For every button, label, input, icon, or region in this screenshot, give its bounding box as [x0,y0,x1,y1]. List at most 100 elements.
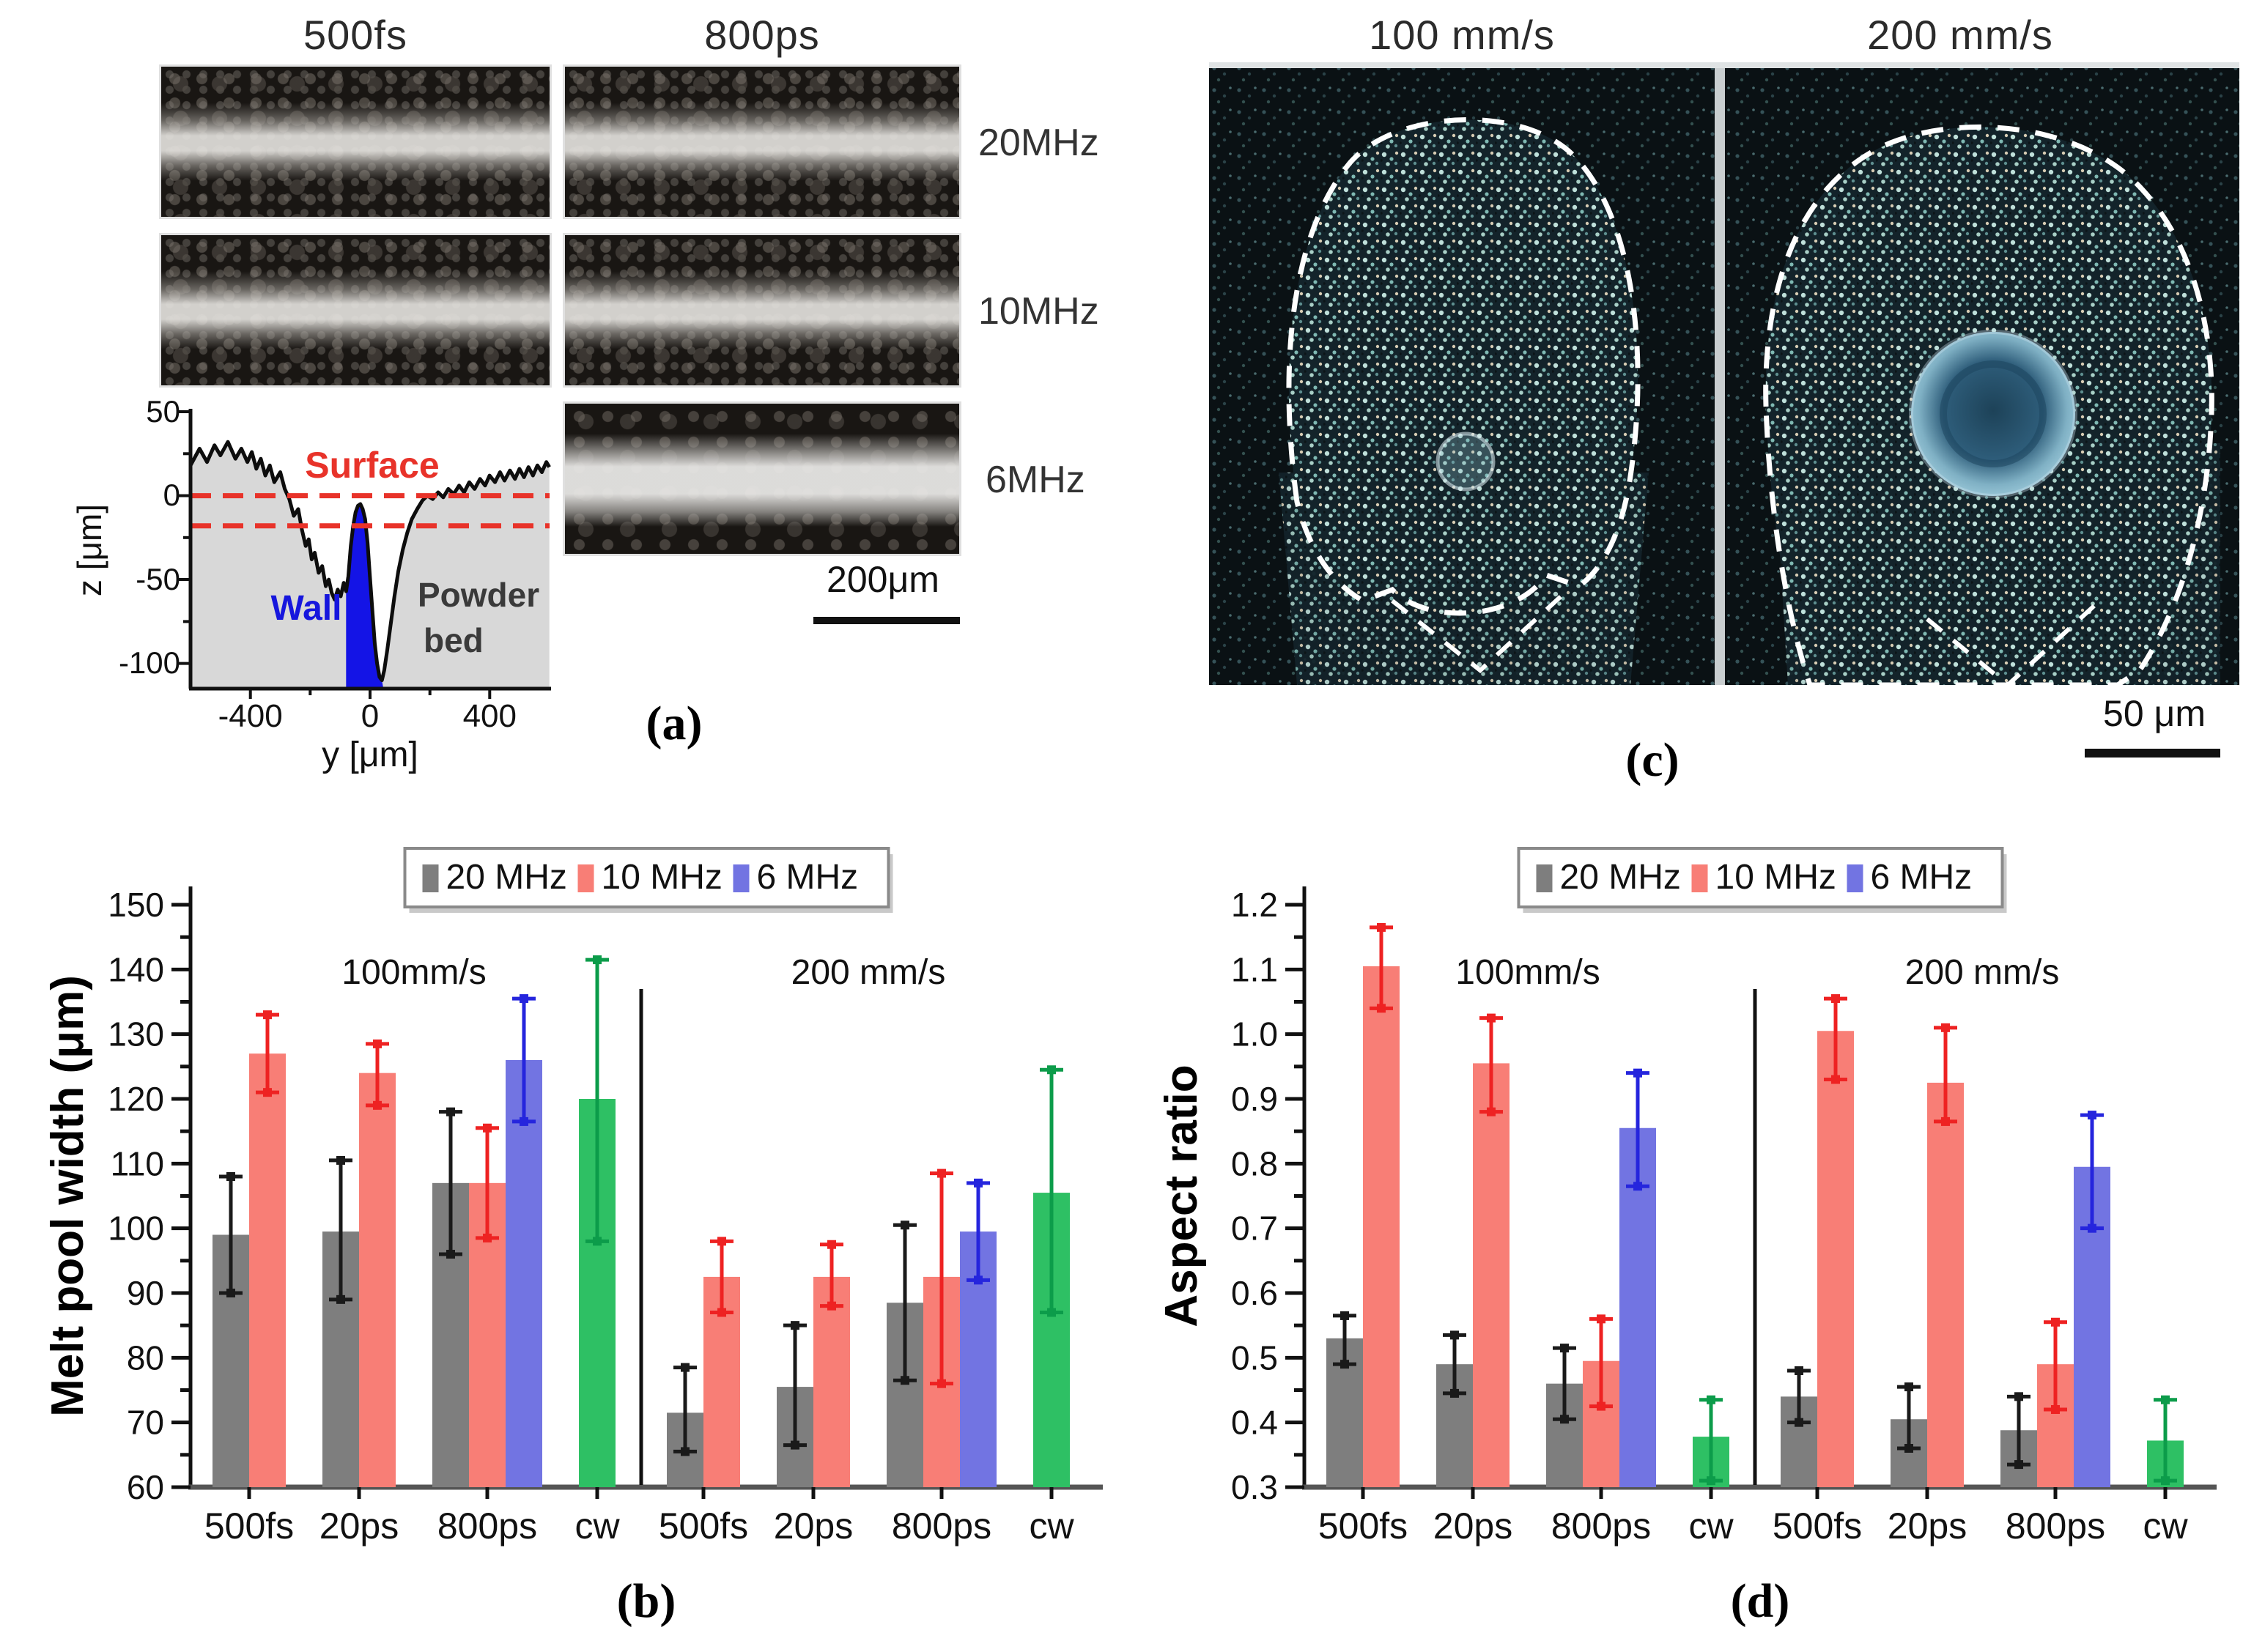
micrograph-images [1209,62,2239,685]
bar-10MHz [1473,1063,1510,1487]
panel-a-col-label-500fs: 500fs [303,12,407,58]
x-tick-label: 20ps [1888,1505,1967,1547]
y-tick-label: 0.5 [1231,1338,1278,1377]
panel-a-letter: (a) [646,697,703,750]
panel-c-scalebar [2085,749,2220,758]
panel-d-letter: (d) [1730,1574,1790,1628]
bar-10MHz [1817,1031,1854,1487]
melt-pool-chevron-100mms [1391,588,1570,673]
group-label: 200 mm/s [791,953,946,992]
legend-swatch [422,864,439,892]
y-tick-label: 0.4 [1231,1404,1278,1442]
group-label: 100mm/s [1455,953,1600,992]
legend-label: 10 MHz [602,858,723,897]
x-tick-label: cw [574,1505,620,1547]
group-label: 200 mm/s [1905,953,2060,992]
bar-10MHz [249,1053,286,1487]
y-tick-label: 1.1 [1231,950,1278,988]
bar-10MHz [1363,966,1400,1487]
panel-c-col-label-100mms: 100 mm/s [1369,12,1555,58]
y-tick-label: 110 [111,1144,164,1182]
y-tick-label: 150 [108,886,164,924]
legend-label: 20 MHz [1560,858,1681,897]
chart-melt-pool-width: 60 70 80 90 100 110 120 130 140 150 Melt pool widt… [43,847,1103,1547]
x-tick-label: 800ps [437,1505,537,1547]
melt-pool-chevron-200mms [1926,602,2098,685]
y-tick-label: 1.0 [1231,1015,1278,1053]
x-tick-label: 500fs [1318,1505,1408,1547]
powder-bed-annotation-line2: bed [424,621,484,659]
legend-label: 6 MHz [1871,858,1973,897]
profile-y-axis-title: z [μm] [73,504,108,596]
x-tick-label: cw [1029,1505,1074,1547]
y-tick-label: 130 [108,1015,164,1053]
legend-label: 20 MHz [446,858,567,897]
x-tick-label: 800ps [1551,1505,1651,1547]
pore-100mms [1435,431,1496,492]
y-tick-label: 0.9 [1231,1080,1278,1118]
y-tick-label: 1.2 [1231,886,1278,924]
chart-root-b: 60 70 80 90 100 110 120 130 140 150 Melt pool widt… [43,847,1103,1547]
y-tick-label: 0.6 [1231,1274,1278,1312]
panel-c: 100 mm/s 200 mm/s [1128,0,2243,806]
y-tick-label: 0.3 [1231,1468,1278,1506]
y-axis-title: Melt pool width (μm) [43,975,93,1417]
x-tick-label: 20ps [1433,1505,1512,1547]
y-axis-title: Aspect ratio [1156,1064,1207,1327]
legend-swatch [1691,864,1708,892]
powder-bed-annotation-line1: Powder [418,576,539,614]
x-tick-label: 20ps [319,1505,399,1547]
profile-curve [188,440,551,683]
profile-plot: 50 0 -50 -100 -400 0 400 z [μm] y [μm] S… [73,396,551,774]
micrograph-top-strip [1209,62,2239,68]
y-tick-label: 80 [127,1338,164,1377]
powder-bed-fill [191,442,550,689]
chart-root-d: 0.3 0.4 0.5 0.6 0.7 0.8 0.9 1.0 1.1 1.2 Aspect rat… [1156,847,2217,1547]
y-tick-label: 60 [127,1468,164,1506]
chart-aspect-ratio: 0.3 0.4 0.5 0.6 0.7 0.8 0.9 1.0 1.1 1.2 Aspect rat… [1156,847,2217,1547]
profile-y-ticks [179,410,191,665]
panel-a-scalebar-label: 200μm [827,559,939,600]
group-label: 100mm/s [341,953,486,992]
panel-a-row-label-20mhz: 20MHz [978,122,1099,164]
panel-a-scalebar [813,617,960,624]
legend-label: 6 MHz [757,858,859,897]
panel-a-row-label-6mhz: 6MHz [986,459,1085,501]
sem-image-10mhz-800ps [563,233,961,388]
profile-xtick-m400: -400 [218,698,283,734]
bar-10MHz [1927,1082,1964,1487]
micrograph-divider [1715,62,1725,685]
legend-swatch [1536,864,1553,892]
pore-inner-ring-200mms [1940,360,2047,467]
profile-ytick-m100: -100 [119,645,180,680]
sem-image-20mhz-500fs [159,64,552,219]
y-tick-label: 90 [127,1274,164,1312]
sem-image-20mhz-800ps [563,64,961,219]
y-tick-label: 0.7 [1231,1210,1278,1248]
profile-ytick-0: 0 [163,478,180,512]
bar-10MHz [813,1276,850,1487]
y-tick-label: 70 [127,1404,164,1442]
y-tick-label: 100 [108,1210,164,1248]
profile-xtick-400: 400 [463,698,517,734]
x-tick-label: 500fs [659,1505,748,1547]
profile-x-axis-title: y [μm] [322,736,418,774]
sem-image-6mhz-800ps [563,401,961,556]
panel-b-letter: (b) [616,1574,676,1628]
profile-ytick-m50: -50 [136,562,180,596]
panel-a-col-label-800ps: 800ps [704,12,820,58]
x-tick-label: 500fs [1773,1505,1862,1547]
bar-6MHz [506,1060,542,1487]
y-tick-label: 140 [108,950,164,988]
x-tick-label: 800ps [2006,1505,2105,1547]
legend-swatch [733,864,750,892]
y-tick-label: 120 [108,1080,164,1118]
panel-c-letter: (c) [1625,733,1680,787]
surface-annotation: Surface [305,445,439,486]
x-tick-label: 20ps [774,1505,853,1547]
legend-box [403,847,890,908]
profile-ytick-50: 50 [146,396,180,429]
panel-c-col-label-200mms: 200 mm/s [1867,12,2053,58]
profile-x-ticks [248,689,492,699]
